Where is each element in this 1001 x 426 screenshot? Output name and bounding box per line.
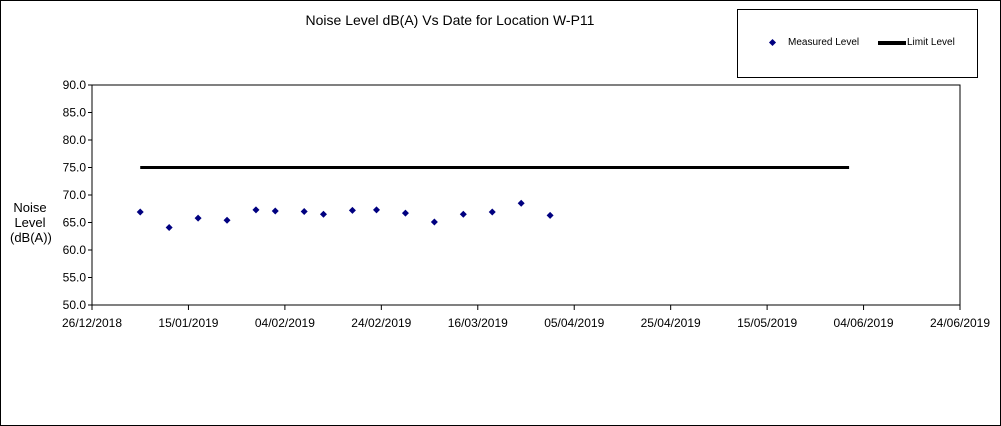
x-tick-label: 15/01/2019 bbox=[158, 316, 218, 330]
measured-level-point bbox=[430, 218, 438, 226]
y-tick-label: 60.0 bbox=[63, 243, 87, 257]
legend-measured: Measured Level bbox=[768, 37, 859, 48]
measured-level-point bbox=[348, 206, 356, 214]
legend-limit: Limit Level bbox=[878, 37, 955, 48]
plot-area bbox=[91, 84, 961, 306]
measured-level-point bbox=[194, 214, 202, 222]
measured-level-point bbox=[373, 206, 381, 214]
x-tick-label: 24/02/2019 bbox=[351, 316, 411, 330]
measured-level-point bbox=[223, 216, 231, 224]
measured-level-point bbox=[165, 223, 173, 231]
y-tick-label: 65.0 bbox=[63, 216, 87, 230]
measured-level-point bbox=[271, 207, 279, 215]
measured-level-point bbox=[136, 208, 144, 216]
y-tick-label: 90.0 bbox=[63, 78, 87, 92]
y-tick-label: 55.0 bbox=[63, 271, 87, 285]
measured-level-point bbox=[300, 208, 308, 215]
y-tick-label: 85.0 bbox=[63, 106, 87, 120]
measured-level-point bbox=[319, 210, 327, 218]
measured-level-point bbox=[459, 210, 467, 218]
measured-level-point bbox=[517, 199, 525, 207]
y-axis-label: Noise Level (dB(A)) bbox=[10, 200, 52, 245]
y-tick-label: 80.0 bbox=[63, 133, 87, 147]
x-tick-label: 05/04/2019 bbox=[544, 316, 604, 330]
x-tick-label: 15/05/2019 bbox=[737, 316, 797, 330]
x-tick-label: 24/06/2019 bbox=[930, 316, 990, 330]
x-tick-label: 04/06/2019 bbox=[834, 316, 894, 330]
chart-legend: Measured Level Limit Level bbox=[737, 9, 978, 78]
x-tick-label: 04/02/2019 bbox=[255, 316, 315, 330]
y-tick-label: 70.0 bbox=[63, 188, 87, 202]
x-tick-label: 16/03/2019 bbox=[448, 316, 508, 330]
legend-limit-marker bbox=[878, 40, 906, 45]
measured-level-point bbox=[488, 208, 496, 216]
chart-title: Noise Level dB(A) Vs Date for Location W… bbox=[305, 12, 595, 28]
x-tick-label: 26/12/2018 bbox=[62, 316, 122, 330]
y-axis-label-line-2: (dB(A)) bbox=[10, 230, 52, 245]
y-axis-label-line-1: Noise Level bbox=[13, 200, 47, 230]
measured-level-point bbox=[401, 209, 409, 217]
measured-level-point bbox=[252, 206, 260, 214]
legend-limit-label: Limit Level bbox=[907, 37, 955, 48]
legend-measured-label: Measured Level bbox=[788, 37, 860, 48]
y-tick-label: 75.0 bbox=[63, 161, 87, 175]
y-tick-label: 50.0 bbox=[63, 298, 87, 312]
measured-level-point bbox=[546, 211, 554, 219]
x-tick-label: 25/04/2019 bbox=[641, 316, 701, 330]
